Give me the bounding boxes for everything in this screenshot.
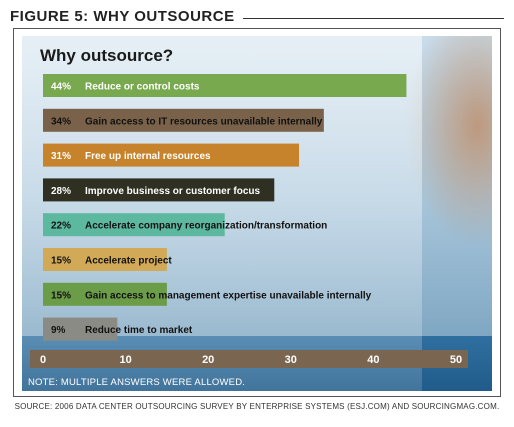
bar-value-label: 28% — [51, 186, 71, 197]
bar-2 — [43, 108, 324, 132]
bar-value-label: 31% — [51, 151, 71, 162]
bar-category-label: Accelerate company reorganization/transf… — [85, 221, 327, 232]
bar-value-label: 15% — [51, 290, 71, 301]
figure-header: FIGURE 5: WHY OUTSOURCE — [10, 6, 504, 28]
x-tick-label: 10 — [119, 354, 131, 366]
bar-category-label: Gain access to management expertise unav… — [85, 290, 372, 301]
header-rule — [10, 18, 504, 19]
bar-value-label: 34% — [51, 116, 71, 127]
source-line: SOURCE: 2006 DATA CENTER OUTSOURCING SUR… — [14, 402, 500, 411]
figure-label: FIGURE 5: WHY OUTSOURCE — [10, 8, 243, 25]
bar-category-label: Free up internal resources — [85, 151, 211, 162]
bar-7 — [43, 282, 167, 306]
bar-value-label: 22% — [51, 221, 71, 232]
x-axis-band — [30, 350, 468, 368]
x-tick-label: 30 — [285, 354, 297, 366]
bar-value-label: 44% — [51, 82, 71, 93]
bar-value-label: 9% — [51, 325, 66, 336]
bar-chart: 44% Reduce or control costs 34% Gain access… — [30, 74, 468, 368]
bar-value-label: 15% — [51, 256, 71, 267]
chart-note: NOTE: MULTIPLE ANSWERS WERE ALLOWED. — [28, 377, 246, 388]
x-tick-label: 0 — [40, 354, 46, 366]
chart-panel: 44% Reduce or control costs 34% Gain access… — [22, 36, 492, 391]
chart-title: Why outsource? — [40, 46, 174, 65]
bar-1 — [43, 74, 407, 97]
bar-5 — [43, 213, 225, 237]
bar-3 — [43, 143, 300, 167]
bar-category-label: Improve business or customer focus — [85, 186, 260, 197]
x-tick-label: 50 — [450, 354, 462, 366]
bar-8 — [43, 317, 118, 341]
bar-6 — [43, 248, 167, 271]
x-tick-label: 40 — [367, 354, 379, 366]
bar-category-label: Reduce or control costs — [85, 82, 200, 93]
bar-4 — [43, 178, 275, 202]
bar-category-label: Reduce time to market — [85, 325, 193, 336]
x-tick-label: 20 — [202, 354, 214, 366]
bar-category-label: Accelerate project — [85, 256, 172, 267]
bar-category-label: Gain access to IT resources unavailable … — [85, 116, 323, 127]
